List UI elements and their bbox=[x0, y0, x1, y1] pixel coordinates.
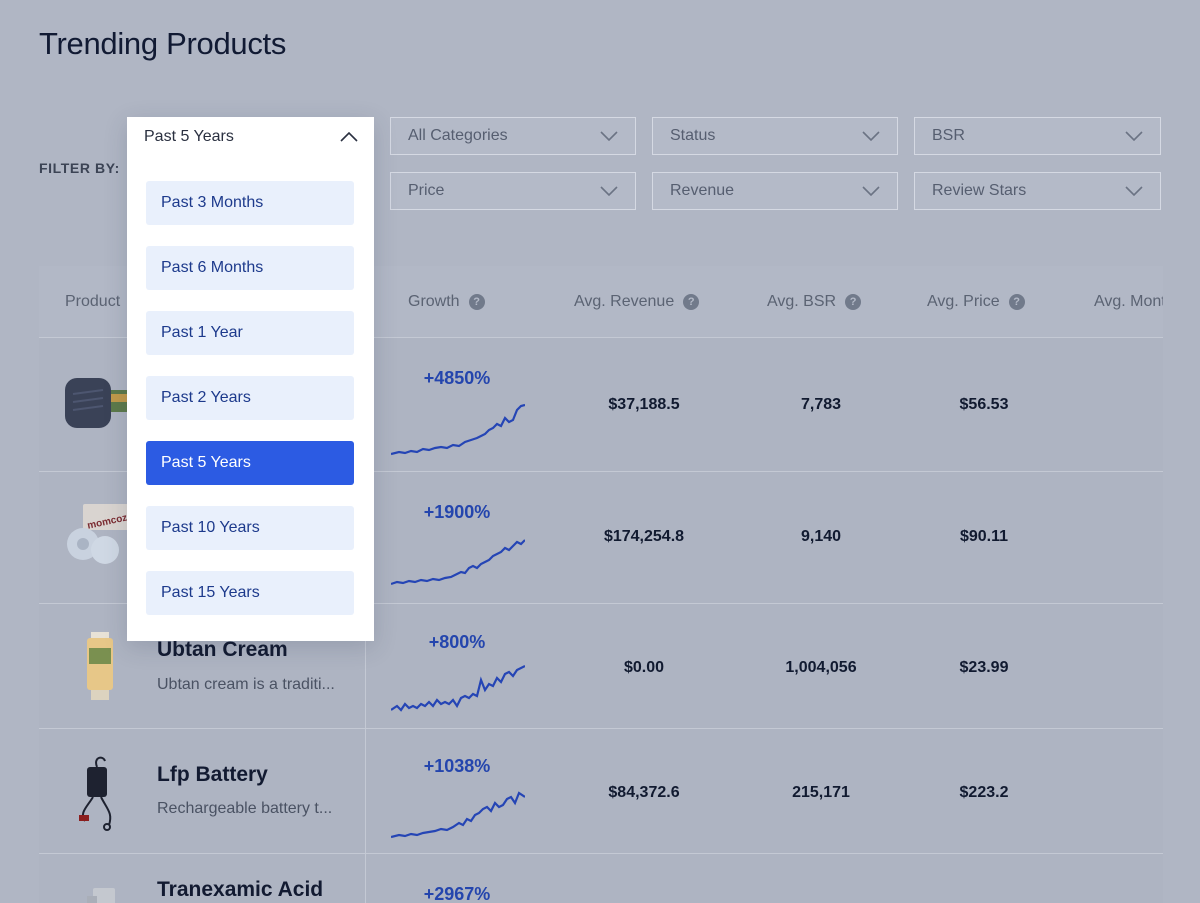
chevron-down-icon bbox=[600, 186, 618, 196]
price-filter[interactable]: Price bbox=[390, 172, 636, 210]
time-range-selected-value: Past 5 Years bbox=[144, 128, 234, 145]
product-name[interactable]: Tranexamic Acid bbox=[157, 878, 324, 901]
avg-revenue-cell: $174,254.8 bbox=[603, 528, 685, 545]
review-stars-filter[interactable]: Review Stars bbox=[914, 172, 1161, 210]
option-past-5-years[interactable]: Past 5 Years bbox=[146, 441, 354, 485]
column-header-growth[interactable]: Growth? bbox=[408, 293, 485, 311]
revenue-filter-label: Revenue bbox=[670, 182, 735, 199]
filter-by-label: FILTER BY: bbox=[39, 160, 120, 176]
help-icon[interactable]: ? bbox=[468, 294, 485, 310]
growth-value: +1038% bbox=[423, 756, 491, 776]
option-past-3-months[interactable]: Past 3 Months bbox=[146, 181, 354, 225]
growth-value: +2967% bbox=[423, 884, 491, 903]
option-past-1-year[interactable]: Past 1 Year bbox=[146, 311, 354, 355]
status-filter-label: Status bbox=[670, 127, 716, 144]
battery-charger-icon bbox=[79, 756, 112, 831]
option-past-2-years[interactable]: Past 2 Years bbox=[146, 376, 354, 420]
column-header-avg-bsr[interactable]: Avg. BSR? bbox=[767, 293, 862, 311]
chevron-down-icon bbox=[1125, 186, 1143, 196]
breast-pump-icon bbox=[67, 504, 131, 564]
avg-bsr-cell: 215,171 bbox=[792, 784, 850, 801]
avg-bsr-cell: 1,004,056 bbox=[785, 659, 857, 676]
column-header-avg-monthly[interactable]: Avg. Mont bbox=[1094, 293, 1163, 311]
help-icon[interactable]: ? bbox=[683, 294, 700, 310]
option-past-15-years[interactable]: Past 15 Years bbox=[146, 571, 354, 615]
chevron-up-icon bbox=[340, 132, 358, 142]
time-range-dropdown[interactable]: Past 5 Years Past 3 Months Past 6 Months… bbox=[127, 117, 374, 641]
avg-price-cell: $90.11 bbox=[959, 528, 1009, 545]
column-header-avg-price-label: Avg. Price bbox=[927, 293, 1000, 310]
chevron-down-icon bbox=[1125, 131, 1143, 141]
growth-value: +800% bbox=[428, 632, 486, 652]
avg-revenue-cell: $37,188.5 bbox=[608, 396, 680, 413]
column-header-avg-revenue[interactable]: Avg. Revenue? bbox=[574, 293, 700, 311]
table-row[interactable]: Tranexamic Acid +2967% bbox=[39, 854, 1163, 903]
page-title: Trending Products bbox=[39, 26, 287, 61]
smart-hub-device-icon bbox=[65, 378, 133, 428]
avg-price-cell: $223.2 bbox=[959, 784, 1009, 801]
product-description: Ubtan cream is a traditi... bbox=[157, 676, 335, 693]
product-name[interactable]: Lfp Battery bbox=[157, 763, 268, 786]
avg-bsr-cell: 7,783 bbox=[800, 396, 842, 413]
time-range-select[interactable]: Past 5 Years bbox=[144, 127, 358, 147]
option-past-6-months[interactable]: Past 6 Months bbox=[146, 246, 354, 290]
avg-revenue-cell: $0.00 bbox=[623, 659, 665, 676]
growth-value: +4850% bbox=[423, 368, 491, 388]
product-description: Rechargeable battery t... bbox=[157, 800, 333, 817]
price-filter-label: Price bbox=[408, 182, 445, 199]
bottle-icon bbox=[87, 888, 115, 903]
column-header-avg-bsr-label: Avg. BSR bbox=[767, 293, 837, 310]
column-header-avg-monthly-label: Avg. Mont bbox=[1094, 293, 1163, 310]
review-stars-filter-label: Review Stars bbox=[932, 182, 1027, 199]
bsr-filter-label: BSR bbox=[932, 127, 965, 144]
chevron-down-icon bbox=[862, 131, 880, 141]
avg-revenue-cell: $84,372.6 bbox=[608, 784, 680, 801]
growth-sparkline bbox=[391, 665, 525, 712]
bsr-filter[interactable]: BSR bbox=[914, 117, 1161, 155]
table-row[interactable]: Lfp Battery Rechargeable battery t... +1… bbox=[39, 729, 1163, 854]
avg-price-cell: $23.99 bbox=[959, 659, 1009, 676]
chevron-down-icon bbox=[600, 131, 618, 141]
table-row[interactable]: Ubtan Cream Ubtan cream is a traditi... … bbox=[39, 604, 1163, 729]
table-row[interactable]: momcozy +1900% $174,254.8 9,140 $90.11 bbox=[39, 472, 1163, 604]
revenue-filter[interactable]: Revenue bbox=[652, 172, 898, 210]
help-icon[interactable]: ? bbox=[845, 294, 862, 310]
growth-sparkline bbox=[391, 539, 525, 586]
help-icon[interactable]: ? bbox=[1008, 294, 1025, 310]
column-header-avg-revenue-label: Avg. Revenue bbox=[574, 293, 675, 310]
chevron-down-icon bbox=[862, 186, 880, 196]
cream-tube-icon bbox=[87, 632, 113, 700]
column-header-growth-label: Growth bbox=[408, 293, 460, 310]
avg-price-cell: $56.53 bbox=[959, 396, 1009, 413]
column-header-product[interactable]: Product bbox=[65, 293, 120, 311]
growth-value: +1900% bbox=[423, 502, 491, 522]
table-row[interactable]: +4850% $37,188.5 7,783 $56.53 bbox=[39, 338, 1163, 472]
growth-sparkline bbox=[391, 403, 525, 456]
column-header-avg-price[interactable]: Avg. Price? bbox=[927, 293, 1025, 311]
column-header-product-label: Product bbox=[65, 293, 121, 310]
category-filter-label: All Categories bbox=[408, 127, 508, 144]
product-name[interactable]: Ubtan Cream bbox=[157, 638, 288, 661]
status-filter[interactable]: Status bbox=[652, 117, 898, 155]
growth-sparkline bbox=[391, 791, 525, 839]
category-filter[interactable]: All Categories bbox=[390, 117, 636, 155]
option-past-10-years[interactable]: Past 10 Years bbox=[146, 506, 354, 550]
avg-bsr-cell: 9,140 bbox=[800, 528, 842, 545]
